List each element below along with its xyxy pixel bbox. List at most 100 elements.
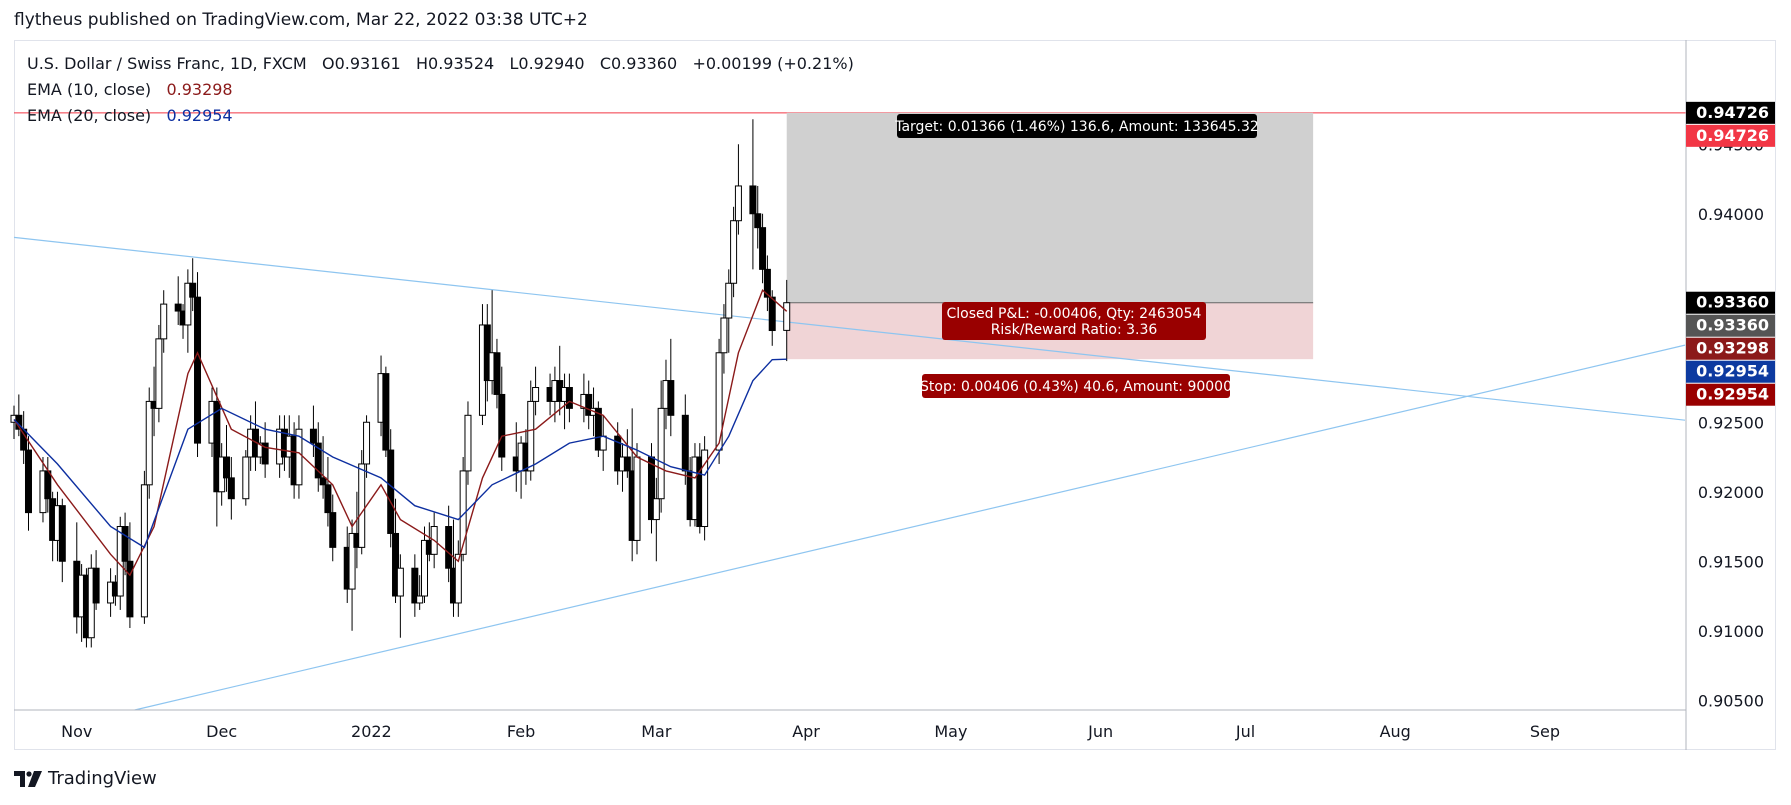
candle (657, 380, 665, 513)
candle-body (459, 470, 467, 555)
candle-body (715, 352, 723, 451)
time-tick: Jun (1087, 722, 1113, 741)
candle-body (184, 282, 192, 326)
legend-ema20-value: 0.92954 (166, 106, 233, 125)
candle (396, 554, 404, 638)
legend-ema10-value: 0.93298 (166, 80, 233, 99)
candle-body (189, 282, 197, 298)
candle-body (749, 185, 757, 215)
stop-label-bg (922, 374, 1230, 398)
candle (749, 119, 757, 270)
candle (222, 425, 230, 492)
brand-name: TradingView (48, 768, 157, 789)
candle-body (58, 505, 66, 562)
target-label-bg (897, 114, 1257, 138)
candle (498, 366, 506, 471)
legend-c-label: C (599, 54, 611, 73)
badge-target-top: 0.94726 (1686, 101, 1775, 124)
candle (58, 498, 66, 583)
publish-header: flytheus published on TradingView.com, M… (14, 10, 588, 30)
candle-body (498, 393, 506, 458)
time-tick: 2022 (351, 722, 392, 741)
legend-ema20: EMA (20, close) 0.92954 (27, 106, 233, 125)
tradingview-logo[interactable]: TradingView (14, 768, 157, 789)
candle (421, 526, 429, 603)
pnl-label-text: Risk/Reward Ratio: 3.36 (991, 322, 1158, 338)
candle (387, 429, 395, 548)
candle (189, 258, 197, 312)
candle-body (309, 428, 317, 444)
tradingview-logo-icon (14, 770, 42, 787)
candle-body (657, 407, 665, 500)
time-tick: Dec (206, 722, 237, 741)
stop-label: Stop: 0.00406 (0.43%) 40.6, Amount: 9000… (920, 374, 1232, 398)
candle (652, 477, 660, 562)
legend-ema10-label: EMA (10, close) (27, 80, 152, 99)
candle-body (324, 484, 332, 514)
position-zones (14, 112, 1686, 360)
candle-body (454, 553, 462, 604)
candle (585, 380, 593, 430)
candle (783, 279, 791, 362)
candle-body (227, 477, 235, 500)
candle-body (464, 414, 472, 472)
candle-body (92, 567, 100, 604)
candle (445, 505, 453, 583)
candle-body (681, 414, 689, 472)
candle-body (585, 393, 593, 416)
candle-body (754, 213, 762, 229)
upper-trendline (13, 236, 1686, 421)
candle-body (126, 560, 134, 618)
legend-high: 0.93524 (428, 54, 495, 73)
candle-body (382, 373, 390, 451)
time-tick: Jul (1235, 722, 1255, 741)
candle (242, 450, 250, 506)
candle (160, 290, 168, 353)
badge-ema20-text: 0.92954 (1696, 362, 1769, 381)
chart-frame (14, 40, 1776, 750)
candle (565, 373, 573, 423)
candle (464, 401, 472, 485)
pnl-label-text: Closed P&L: -0.00406, Qty: 2463054 (947, 306, 1202, 322)
badge-stop: 0.92954 (1686, 383, 1775, 406)
candle-body (734, 185, 742, 222)
candle (701, 436, 709, 541)
badge-stop-text: 0.92954 (1696, 385, 1769, 404)
legend-ohlc: U.S. Dollar / Swiss Franc, 1D, FXCM O0.9… (27, 54, 854, 73)
candle-body (396, 567, 404, 597)
candle (261, 422, 269, 478)
candle-body (759, 227, 767, 270)
candle (454, 540, 462, 617)
time-tick: Mar (641, 722, 672, 741)
candle (324, 457, 332, 527)
candle (411, 554, 419, 617)
candle (594, 401, 602, 458)
legend-ema20-label: EMA (20, close) (27, 106, 152, 125)
candle (145, 387, 153, 499)
candle-body (329, 512, 337, 548)
candle (92, 550, 100, 610)
candle-body (44, 470, 52, 500)
candle-body (763, 268, 771, 298)
badge-ema10-text: 0.93298 (1696, 339, 1769, 358)
time-tick: Sep (1530, 722, 1560, 741)
badge-close-bg (1686, 291, 1775, 314)
candle-body (783, 302, 791, 331)
candle-body (594, 407, 602, 451)
candle-body (730, 220, 738, 284)
stop-label-text: Stop: 0.00406 (0.43%) 40.6, Amount: 9000… (920, 379, 1232, 395)
price-tick: 0.92000 (1698, 483, 1764, 502)
candle-body (314, 442, 322, 479)
candle-body (348, 532, 356, 590)
candle-body (416, 595, 424, 604)
badge-target-bg (1686, 124, 1775, 147)
legend-symbol: U.S. Dollar / Swiss Franc, 1D, FXCM (27, 54, 307, 73)
candle-body (145, 400, 153, 486)
candle-body (261, 442, 269, 465)
candle (493, 338, 501, 409)
candle (667, 338, 675, 437)
candle (309, 405, 317, 458)
candle-body (242, 456, 250, 500)
candle (754, 185, 762, 249)
